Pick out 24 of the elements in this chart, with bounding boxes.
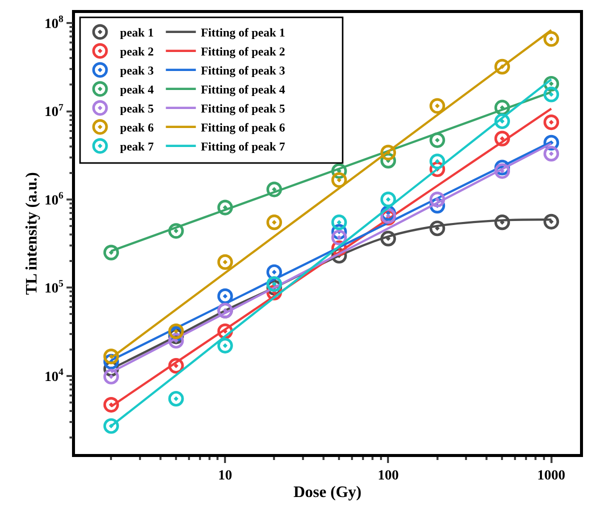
x-tick-label: 10	[218, 468, 232, 484]
y-axis-title: TL intensity (a.u.)	[23, 172, 40, 295]
x-tick-label: 100	[378, 468, 399, 484]
legend-label: peak 6	[120, 120, 154, 135]
x-axis-title: Dose (Gy)	[294, 484, 362, 502]
legend-label: Fitting of peak 7	[200, 140, 286, 154]
legend-label: Fitting of peak 6	[200, 120, 286, 135]
y-tick-label: 10$^{7}$	[44, 102, 64, 120]
y-tick-label: 10$^{5}$	[44, 278, 64, 297]
x-tick-label: 1000	[537, 468, 566, 484]
legend-label: peak 5	[120, 102, 154, 116]
legend-label: peak 1	[120, 26, 154, 40]
y-tick-label: 10$^{6}$	[44, 190, 64, 208]
legend-label: Fitting of peak 1	[200, 26, 286, 40]
legend-label: peak 2	[120, 44, 154, 59]
legend-label: peak 7	[120, 140, 154, 154]
legend-label: peak 4	[120, 82, 154, 97]
legend-label: Fitting of peak 2	[200, 44, 286, 59]
legend-label: Fitting of peak 3	[200, 64, 286, 78]
y-tick-label: 10$^{8}$	[44, 14, 64, 32]
legend-label: peak 3	[120, 64, 154, 78]
y-tick-label: 10$^{4}$	[44, 366, 64, 385]
legend-label: Fitting of peak 5	[200, 102, 286, 116]
legend-label: Fitting of peak 4	[200, 82, 286, 97]
